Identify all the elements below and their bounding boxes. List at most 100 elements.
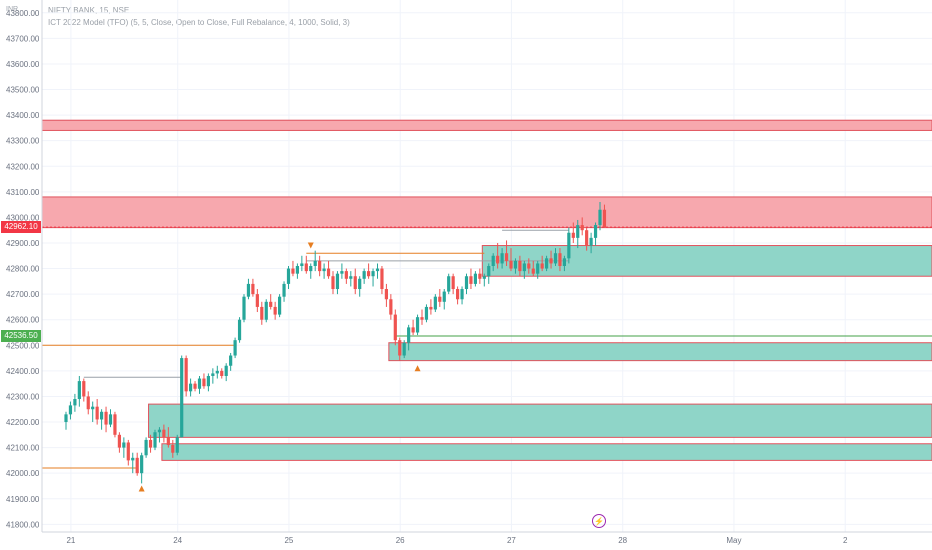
candle-body <box>104 411 108 425</box>
candle-body <box>224 365 228 376</box>
candle-body <box>269 301 273 307</box>
candle-body <box>82 381 86 397</box>
indicator-legend[interactable]: ICT 2022 Model (TFO) (5, 5, Close, Open … <box>48 18 350 27</box>
markers-layer <box>138 242 421 492</box>
candle-body <box>113 414 117 435</box>
pivot-low-marker <box>414 365 421 372</box>
x-tick-label: 28 <box>618 536 627 545</box>
candle-body <box>233 340 237 356</box>
candle-body <box>162 429 166 438</box>
candle-body <box>180 358 184 438</box>
candle-body <box>504 253 509 261</box>
candle-body <box>318 260 322 272</box>
lightning-icon[interactable]: ⚡ <box>592 514 606 528</box>
candle-body <box>264 301 268 320</box>
candle-body <box>64 414 68 423</box>
candle-body <box>473 273 477 284</box>
candle-body <box>553 253 558 264</box>
level-lines-layer <box>42 226 932 469</box>
candle-body <box>211 373 215 376</box>
candles-layer <box>64 202 607 484</box>
y-tick-label: 43600.00 <box>6 60 40 69</box>
candle-body <box>251 283 255 295</box>
y-tick-label: 42900.00 <box>6 239 40 248</box>
y-tick-label: 42600.00 <box>6 316 40 325</box>
candle-body <box>344 271 348 279</box>
candle-body <box>482 276 486 279</box>
symbol-title[interactable]: NIFTY BANK, 15, NSE <box>48 6 130 15</box>
y-tick-label: 43300.00 <box>6 137 40 146</box>
y-tick-label: 43000.00 <box>6 213 40 222</box>
candle-body <box>189 383 193 392</box>
candle-body <box>175 437 179 453</box>
candle-body <box>407 327 411 343</box>
level-price-tag: 42536.50 <box>1 329 41 342</box>
candle-body <box>135 457 139 474</box>
candle-body <box>229 355 233 366</box>
candle-body <box>527 263 531 269</box>
current-price-tag: 42962.10 <box>1 221 41 234</box>
candle-body <box>415 317 420 333</box>
candle-body <box>380 268 384 290</box>
candle-body <box>420 317 424 320</box>
candle-body <box>144 439 148 456</box>
y-tick-label: 43500.00 <box>6 86 40 95</box>
candle-body <box>197 378 202 389</box>
zones-layer <box>41 119 932 461</box>
candle-body <box>193 383 197 389</box>
candle-body <box>576 225 580 238</box>
candle-body <box>313 260 317 266</box>
candle-body <box>335 273 340 290</box>
candle-body <box>531 268 535 274</box>
candle-body <box>300 263 304 266</box>
candle-body <box>131 457 135 461</box>
x-tick-label: 26 <box>396 536 405 545</box>
candle-body <box>513 260 518 269</box>
candle-body <box>95 406 99 420</box>
candle-body <box>242 296 246 320</box>
candle-body <box>157 429 162 433</box>
candle-body <box>117 434 121 448</box>
candle-body <box>478 273 482 279</box>
candle-body <box>518 260 522 272</box>
y-tick-label: 43400.00 <box>6 111 40 120</box>
y-tick-label: 42000.00 <box>6 469 40 478</box>
candle-body <box>447 276 451 292</box>
supply-zone <box>41 119 932 131</box>
candle-body <box>184 358 188 392</box>
y-tick-label: 43100.00 <box>6 188 40 197</box>
candle-body <box>522 263 526 272</box>
candle-body <box>585 230 589 246</box>
y-tick-label: 43200.00 <box>6 162 40 171</box>
candle-body <box>153 432 157 448</box>
supply-zone <box>41 196 932 229</box>
y-tick-label: 42500.00 <box>6 341 40 350</box>
y-tick-label: 42800.00 <box>6 265 40 274</box>
candle-body <box>68 405 73 415</box>
candle-body <box>273 306 277 315</box>
pivot-low-marker <box>138 485 145 492</box>
candle-body <box>255 294 259 307</box>
candle-body <box>438 296 442 302</box>
y-tick-label: 42100.00 <box>6 444 40 453</box>
candle-body <box>536 263 540 274</box>
x-tick-label: 21 <box>66 536 75 545</box>
candle-body <box>371 271 375 277</box>
candle-body <box>549 258 553 264</box>
y-tick-label: 43800.00 <box>6 9 40 18</box>
candle-body <box>91 406 95 410</box>
currency-label: INR <box>6 6 19 13</box>
candle-body <box>411 327 415 333</box>
candle-body <box>402 342 406 356</box>
candle-body <box>362 271 366 279</box>
candle-body <box>126 442 130 461</box>
candle-body <box>349 276 353 279</box>
candle-body <box>331 276 335 290</box>
candle-body <box>286 268 291 284</box>
candle-body <box>202 378 206 387</box>
candle-body <box>509 260 513 269</box>
y-tick-label: 42300.00 <box>6 392 40 401</box>
candle-body <box>393 314 397 341</box>
candle-body <box>456 289 460 300</box>
